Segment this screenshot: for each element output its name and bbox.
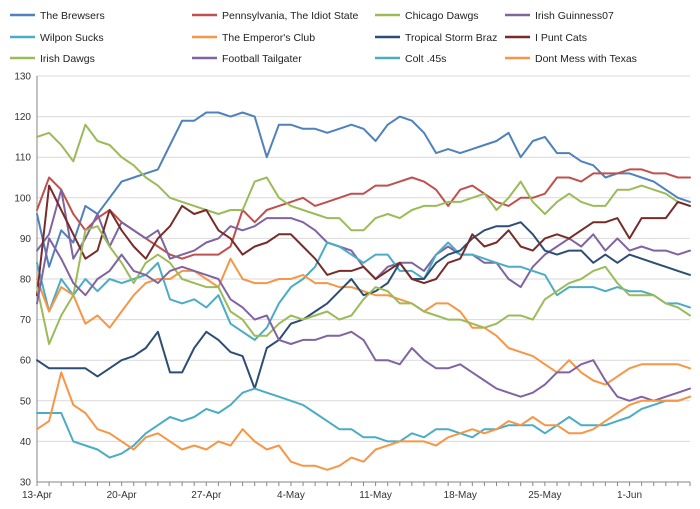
legend: The Brewsers Pennsylvania, The Idiot Stat… xyxy=(10,10,637,65)
legend-label: Football Tailgater xyxy=(222,53,302,65)
x-tick-label: 18-May xyxy=(444,490,477,501)
y-tick-label: 120 xyxy=(14,112,31,123)
series-line xyxy=(36,184,691,297)
x-tick-label: 4-May xyxy=(277,490,305,501)
series-line xyxy=(36,237,691,402)
y-tick-label: 100 xyxy=(14,193,31,204)
x-tick-label: 25-May xyxy=(528,490,561,501)
y-tick-label: 30 xyxy=(20,478,32,489)
legend-label: Pennsylvania, The Idiot State xyxy=(222,10,359,22)
series-line xyxy=(36,111,691,268)
legend-label: Tropical Storm Braz xyxy=(405,32,497,44)
y-tick-label: 130 xyxy=(14,72,31,83)
x-tick-label: 11-May xyxy=(359,490,392,501)
series-line xyxy=(36,225,691,345)
y-tick-label: 70 xyxy=(20,315,32,326)
y-tick-label: 60 xyxy=(20,356,32,367)
legend-label: I Punt Cats xyxy=(535,32,587,44)
y-tick-label: 50 xyxy=(20,396,32,407)
series-line xyxy=(36,371,691,471)
series-line xyxy=(36,257,691,386)
legend-label: Chicago Dawgs xyxy=(405,10,479,22)
gridlines xyxy=(37,75,690,442)
series-line xyxy=(36,123,691,232)
legend-label: The Emperor's Club xyxy=(222,32,315,44)
legend-label: Irish Guinness07 xyxy=(535,10,614,22)
legend-label: Dont Mess with Texas xyxy=(535,53,637,65)
x-tick-label: 20-Apr xyxy=(107,490,138,501)
series-line xyxy=(36,221,691,390)
series-line xyxy=(36,168,691,260)
y-tick-label: 110 xyxy=(15,153,31,164)
y-tick-label: 40 xyxy=(20,437,32,448)
axes: 30 40 50 60 70 80 90 100 110 120 130 13-Apr 20-Apr 27… xyxy=(14,72,691,501)
x-tick-label: 13-Apr xyxy=(22,490,53,501)
legend-label: Wilpon Sucks xyxy=(40,32,104,44)
x-tick-label: 1-Jun xyxy=(617,490,642,501)
y-tick-label: 80 xyxy=(20,275,32,286)
series-lines xyxy=(36,111,691,471)
x-tick-label: 27-Apr xyxy=(191,490,222,501)
legend-label: Colt .45s xyxy=(405,53,446,65)
series-line xyxy=(36,387,691,459)
legend-label: Irish Dawgs xyxy=(40,53,95,65)
y-tick-label: 90 xyxy=(20,234,32,245)
legend-label: The Brewsers xyxy=(40,10,105,22)
